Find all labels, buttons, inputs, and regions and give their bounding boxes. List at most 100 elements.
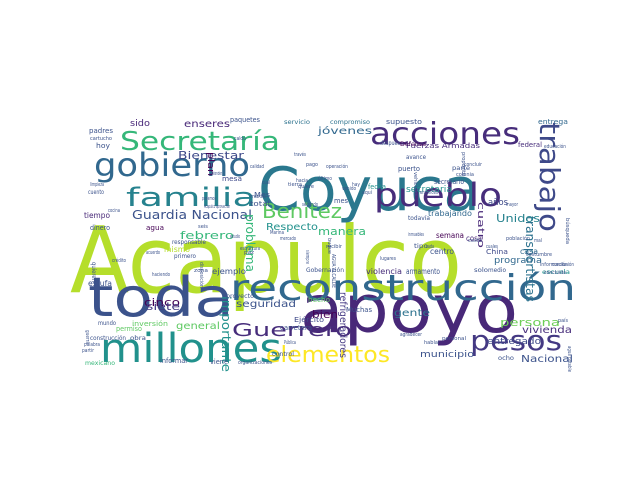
word-48: Fuerzas Armadas xyxy=(406,142,480,150)
word-17: Bienestar xyxy=(178,149,245,162)
word-139: conclusión xyxy=(552,261,574,268)
word-118: país xyxy=(558,317,568,324)
word-37: cuatro xyxy=(475,202,485,249)
word-0: Acapulco xyxy=(70,207,462,314)
word-113: personal xyxy=(442,336,466,342)
word-45: paquetes xyxy=(230,116,260,124)
word-87: solo xyxy=(474,267,488,274)
word-80: mexicano xyxy=(85,360,115,367)
word-6: Secretaría xyxy=(120,127,280,157)
word-129: entonces xyxy=(420,190,438,196)
word-62: cosa xyxy=(466,234,482,243)
word-35: Nacional xyxy=(521,354,573,365)
word-49: entrega xyxy=(538,118,568,126)
word-153: cual xyxy=(262,180,270,186)
word-19: enseres xyxy=(184,119,230,130)
word-26: persona xyxy=(500,316,560,329)
word-148: vehículos xyxy=(412,172,419,196)
word-33: manera xyxy=(318,225,366,238)
word-93: China xyxy=(486,248,508,256)
word-64: hecho xyxy=(308,296,330,304)
word-58: mesa xyxy=(222,175,242,183)
word-154: propósito xyxy=(460,152,467,176)
word-11: trabajo xyxy=(533,122,566,232)
word-168: agua potable xyxy=(566,346,572,372)
word-82: construcción xyxy=(90,335,126,342)
word-99: escuela xyxy=(542,269,570,276)
word-67: Ejército xyxy=(294,316,324,324)
word-13: Guerrero xyxy=(232,320,352,341)
word-107: paz xyxy=(244,250,254,256)
word-3: toda xyxy=(88,266,234,329)
word-56: mismo xyxy=(164,245,190,254)
word-160: hay xyxy=(352,182,360,188)
word-46: supuesto xyxy=(386,118,422,126)
word-127: siempre xyxy=(304,250,310,264)
word-65: Muchas xyxy=(346,306,372,314)
word-90: hoy xyxy=(96,142,110,150)
word-164: limpieza xyxy=(90,182,104,188)
word-15: Benitez xyxy=(262,199,342,223)
word-109: pago xyxy=(306,162,318,168)
word-110: quiere xyxy=(298,184,314,190)
word-2: apoyo xyxy=(300,271,518,348)
word-5: millones xyxy=(100,326,282,372)
word-163: crédito xyxy=(112,257,126,264)
word-108: marzo xyxy=(250,194,266,200)
word-100: responsable xyxy=(172,239,206,246)
word-135: hacia xyxy=(296,178,308,184)
word-36: programa xyxy=(494,256,542,266)
word-165: cocina xyxy=(108,208,120,214)
word-136: costo xyxy=(468,238,482,244)
word-29: siete xyxy=(146,300,180,313)
word-68: trabajando xyxy=(428,209,472,218)
word-34: vivienda xyxy=(522,325,572,336)
word-63: centro xyxy=(430,247,454,256)
word-74: ejemplo xyxy=(212,267,246,276)
word-158: mercado xyxy=(280,236,296,242)
cloud-background xyxy=(86,104,576,374)
word-16: Guardia Nacional xyxy=(132,208,252,222)
word-7: acciones xyxy=(370,117,520,152)
word-77: mundo xyxy=(98,320,116,327)
word-66: carretera xyxy=(280,324,312,332)
word-119: agradecer xyxy=(400,332,423,338)
word-120: hablar xyxy=(424,340,441,346)
word-162: podemos xyxy=(202,196,216,202)
word-25: seguridad xyxy=(236,299,296,310)
word-52: mes xyxy=(334,197,348,205)
word-23: transportistas xyxy=(523,216,537,302)
word-103: cuento xyxy=(88,189,104,196)
word-134: atender xyxy=(212,171,222,177)
word-111: tierra xyxy=(288,182,302,188)
word-50: semana xyxy=(436,231,464,240)
word-9: pueblo xyxy=(374,176,502,214)
word-31: bien xyxy=(312,308,338,321)
word-97: último xyxy=(318,175,332,182)
word-61: casa xyxy=(520,247,538,256)
word-151: costumbre xyxy=(526,252,552,258)
word-75: padres xyxy=(89,127,113,135)
word-51: Mes xyxy=(254,191,270,199)
word-105: cartucho xyxy=(90,136,112,142)
word-84: control xyxy=(272,351,294,358)
word-92: después xyxy=(380,140,400,147)
word-59: armamento xyxy=(406,267,440,276)
word-106: seis xyxy=(198,224,208,230)
word-60: violencia xyxy=(366,267,402,276)
word-157: estructura xyxy=(240,246,260,252)
word-143: través xyxy=(294,151,306,158)
word-125: haciendo xyxy=(152,272,170,278)
word-124: organizaciones xyxy=(238,360,272,366)
word-39: secretaria xyxy=(406,185,452,195)
word-22: refrigeradores xyxy=(337,292,348,358)
word-130: concluir xyxy=(464,162,483,168)
word-20: importante xyxy=(219,296,233,372)
word-71: secretario xyxy=(434,178,464,186)
word-102: quieren xyxy=(90,262,97,282)
word-88: Gobernación xyxy=(306,267,344,274)
word-152: mal xyxy=(534,238,542,244)
word-98: todavía xyxy=(408,215,430,222)
word-10: familia xyxy=(126,183,256,213)
